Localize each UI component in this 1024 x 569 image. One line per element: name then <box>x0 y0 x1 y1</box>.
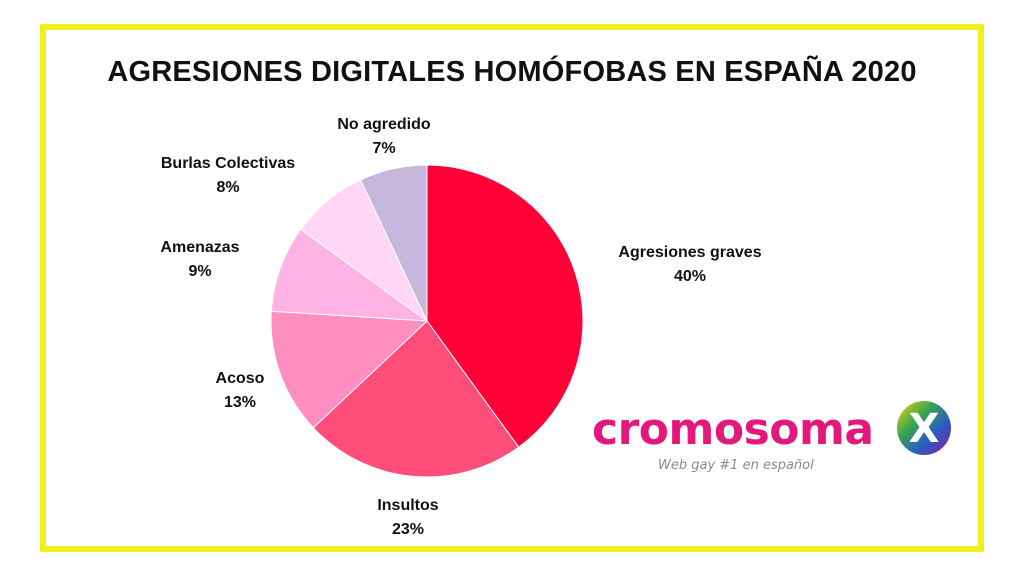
slice-label: No agredido <box>337 116 431 133</box>
chart-frame: AGRESIONES DIGITALES HOMÓFOBAS EN ESPAÑA… <box>40 24 984 552</box>
slice-label: Agresiones graves <box>618 244 761 261</box>
logo-tagline: Web gay #1 en español <box>658 458 814 473</box>
pie-slice-acoso <box>270 310 429 429</box>
cromosomax-logo: cromosoma X Web gay #1 en español <box>592 394 956 484</box>
pie-slice-no-agredido <box>359 164 428 322</box>
slice-value-label: 7% <box>372 140 395 157</box>
slice-label: Insultos <box>377 497 438 514</box>
slice-label: Amenazas <box>160 239 239 256</box>
chart-title: AGRESIONES DIGITALES HOMÓFOBAS EN ESPAÑA… <box>107 56 917 88</box>
slice-value-label: 13% <box>224 394 256 411</box>
pie-slice-amenazas <box>270 228 429 322</box>
slice-label: Burlas Colectivas <box>161 155 295 172</box>
slice-value-label: 8% <box>216 179 239 196</box>
logo-x-mark: X <box>897 401 951 455</box>
logo-x-letter: X <box>909 406 940 452</box>
pie-slice-insultos <box>312 320 520 478</box>
slice-value-label: 23% <box>392 521 424 538</box>
slice-label: Acoso <box>216 370 265 387</box>
slice-value-label: 9% <box>188 263 211 280</box>
slice-value-label: 40% <box>674 268 706 285</box>
pie-slice-agresiones-graves <box>426 164 584 448</box>
logo-wordmark: cromosoma <box>592 404 874 455</box>
